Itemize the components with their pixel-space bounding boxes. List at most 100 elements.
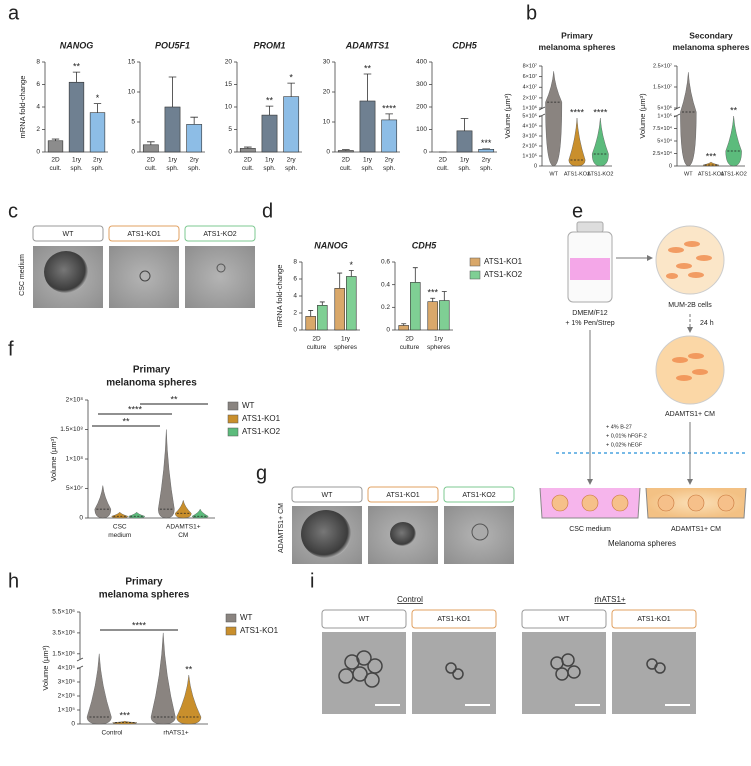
sphere <box>471 523 489 541</box>
x-tick-label: 2D <box>147 157 156 164</box>
x-tick-label: spheres <box>334 344 358 351</box>
panel-letter: g <box>256 462 267 484</box>
y-tick-label: 8 <box>36 59 40 66</box>
bar <box>410 282 421 331</box>
chart-title: NANOG <box>314 240 348 250</box>
panel-letter: f <box>8 338 14 360</box>
bar <box>317 305 328 331</box>
x-tick-label: 2ry <box>190 157 200 164</box>
y-tick-label: 0.6 <box>381 259 390 266</box>
label-box <box>443 486 515 503</box>
violin <box>725 115 742 167</box>
x-tick-label: medium <box>108 532 131 539</box>
panel-letter: e <box>572 200 583 222</box>
micrograph <box>412 632 496 714</box>
y-tick-label: 0 <box>386 327 390 334</box>
image-label: WT <box>559 616 571 623</box>
error-bar <box>385 113 393 120</box>
y-tick-label: 0.4 <box>381 281 390 288</box>
error-bar <box>265 105 274 116</box>
group-title: rhATS1+ <box>594 595 626 604</box>
x-tick-label: 1ry <box>72 157 82 164</box>
bar <box>68 81 85 153</box>
label-box <box>321 609 407 629</box>
violin <box>111 511 128 519</box>
legend-label: ATS1-KO2 <box>242 427 281 436</box>
group-title: Control <box>397 595 423 604</box>
micrograph <box>522 632 606 714</box>
label-box <box>411 609 497 629</box>
legend-swatch <box>227 427 239 437</box>
y-tick-label: 10 <box>128 89 136 96</box>
y-tick-label: 2 <box>293 310 297 317</box>
sphere <box>301 510 351 558</box>
micrograph <box>185 246 255 308</box>
x-tick-label: 1ry <box>341 336 351 343</box>
dish <box>655 335 725 405</box>
significance: ** <box>122 416 130 426</box>
x-tick-label: sph. <box>263 165 275 172</box>
y-tick-label: 200 <box>416 104 427 111</box>
y-tick-label: 10 <box>323 119 331 126</box>
x-tick-label: WT <box>684 171 693 177</box>
significance: *** <box>120 711 131 721</box>
supplement: + 4% B-27 <box>606 424 632 430</box>
error-bar <box>363 73 372 101</box>
violin <box>94 485 112 519</box>
chart-title: ADAMTS1 <box>345 40 390 50</box>
x-tick-label: 2ry <box>482 157 492 164</box>
bar <box>381 119 398 153</box>
violin <box>158 429 175 519</box>
image-label: ATS1-KO1 <box>437 616 470 623</box>
y-tick-label: 2.5×10⁷ <box>653 62 672 69</box>
bottle-cap <box>576 221 604 233</box>
y-axis-label: Volume (µm³) <box>503 93 512 139</box>
legend-swatch <box>469 257 481 267</box>
y-tick-label: 0 <box>326 149 330 156</box>
bar <box>142 144 159 153</box>
chart-title: melanoma spheres <box>538 42 615 52</box>
y-tick-label: 2×10⁸ <box>66 397 84 404</box>
significance: ** <box>73 62 81 72</box>
x-tick-label: 1ry <box>363 157 373 164</box>
bar <box>334 288 345 331</box>
bar <box>89 112 106 153</box>
y-tick-label: 15 <box>128 59 136 66</box>
y-tick-label: 7.5×10⁴ <box>653 125 673 132</box>
x-tick-label: CSC <box>113 524 127 531</box>
significance: *** <box>427 288 438 298</box>
side-label: ADAMTS1+ CM <box>278 503 285 553</box>
image-label: WT <box>322 492 334 499</box>
y-tick-label: 1×10⁸ <box>66 456 84 463</box>
chart-title: POU5F1 <box>155 40 190 50</box>
error-bar <box>401 323 407 326</box>
legend-swatch <box>225 626 237 636</box>
y-tick-label: 2×10⁵ <box>522 142 537 149</box>
significance: * <box>289 73 293 83</box>
y-tick-label: 4 <box>293 293 297 300</box>
cells <box>672 353 708 381</box>
y-tick-label: 5 <box>228 126 232 133</box>
x-tick-label: sph. <box>361 165 373 172</box>
chart-title: Primary <box>125 577 163 588</box>
error-bar <box>441 291 447 301</box>
image-label: WT <box>359 616 371 623</box>
error-bar <box>319 301 325 306</box>
legend-label: WT <box>240 613 253 622</box>
x-tick-label: ATS1-KO1 <box>564 171 590 177</box>
x-tick-label: culture <box>307 344 327 351</box>
bar <box>359 100 376 153</box>
x-tick-label: sph. <box>70 165 82 172</box>
y-tick-label: 20 <box>225 59 233 66</box>
bar <box>239 148 256 153</box>
bar <box>305 316 316 331</box>
medium-label: DMEM/F12 <box>572 310 608 317</box>
violin <box>128 511 145 519</box>
significance: ** <box>364 63 372 73</box>
x-tick-label: 2D <box>439 157 448 164</box>
violin <box>680 72 697 167</box>
y-tick-label: 0 <box>423 149 427 156</box>
cells <box>666 241 712 279</box>
y-tick-label: 4×10⁷ <box>523 84 537 91</box>
significance: **** <box>128 404 143 414</box>
